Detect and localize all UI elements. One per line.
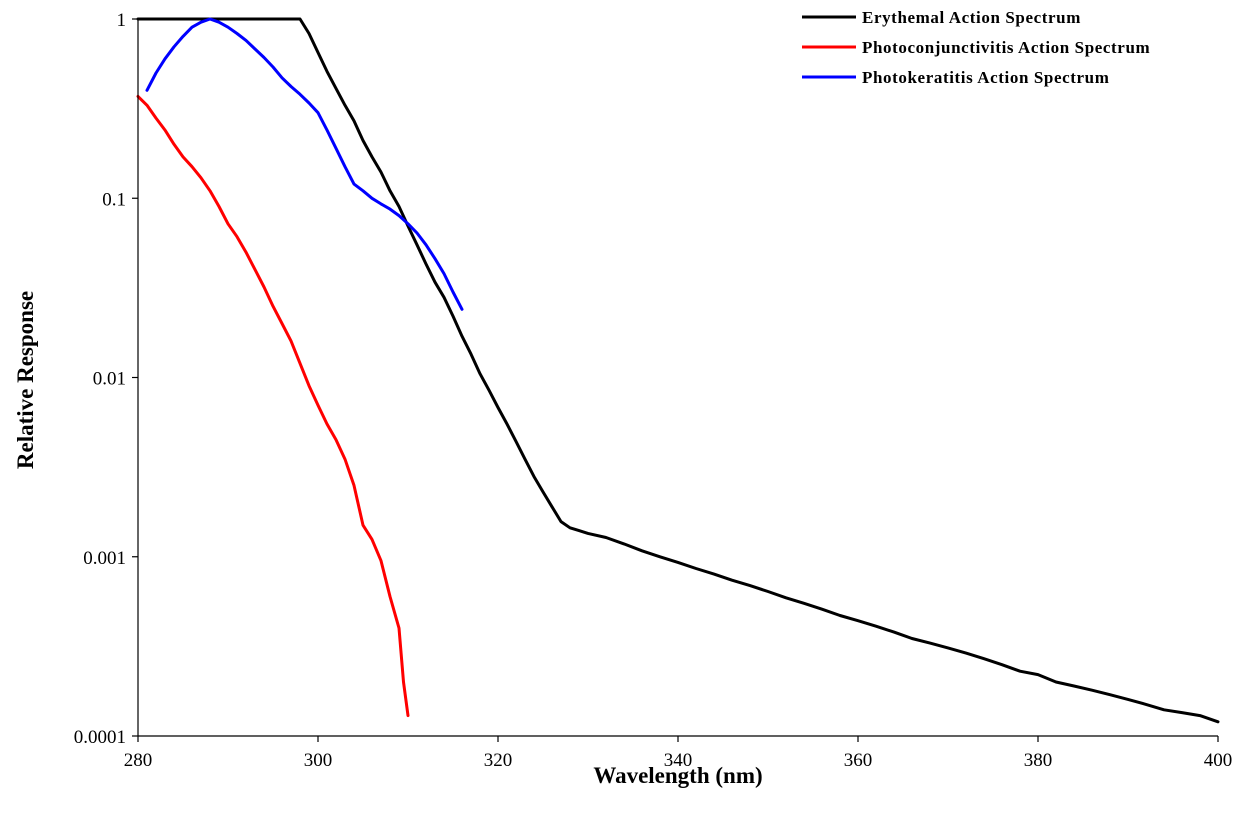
legend-label: Photoconjunctivitis Action Spectrum <box>862 38 1150 57</box>
legend-label: Erythemal Action Spectrum <box>862 8 1081 27</box>
x-tick-label: 300 <box>304 750 333 771</box>
x-tick-label: 340 <box>664 750 693 771</box>
ticks: 280 300 320 340 360 380 400 0.0001 0.001 0.01 0.1 1 <box>74 10 1233 771</box>
series-line-erythemal <box>136 17 1220 724</box>
x-tick-label: 400 <box>1204 750 1233 771</box>
y-tick-label: 0.001 <box>83 548 126 569</box>
y-tick-label: 0.1 <box>102 189 126 210</box>
legend: Erythemal Action Spectrum Photoconjunctiv… <box>802 8 1150 87</box>
y-tick-label: 0.0001 <box>74 727 126 748</box>
x-axis-title: Wavelength (nm) <box>593 763 762 788</box>
y-tick-label: 1 <box>117 10 127 31</box>
axes <box>137 19 1218 737</box>
x-tick-label: 280 <box>124 750 153 771</box>
series-line-photoconjunctivitis <box>136 94 410 718</box>
series-line-photokeratitis <box>145 17 464 311</box>
x-tick-label: 360 <box>844 750 873 771</box>
plot-lines <box>136 17 1220 724</box>
y-axis-title: Relative Response <box>13 291 38 469</box>
y-tick-label: 0.01 <box>93 369 126 390</box>
legend-label: Photokeratitis Action Spectrum <box>862 68 1109 87</box>
x-tick-label: 320 <box>484 750 513 771</box>
x-tick-label: 380 <box>1024 750 1053 771</box>
